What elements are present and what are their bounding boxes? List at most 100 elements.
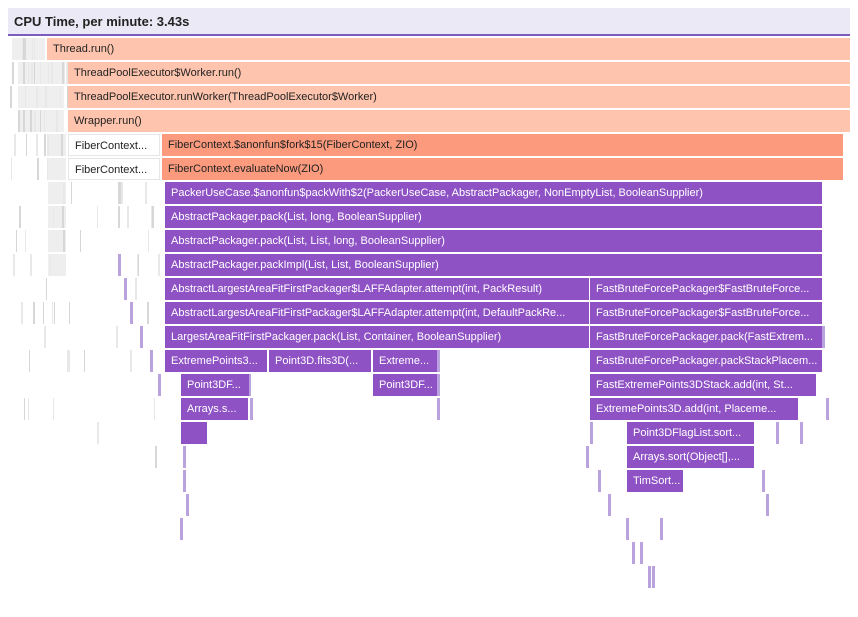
- flame-sliver[interactable]: [37, 158, 39, 180]
- stack-frame[interactable]: Thread.run(): [47, 38, 850, 60]
- flame-sliver[interactable]: [147, 302, 149, 324]
- stack-frame[interactable]: ExtremePoints3D.add(int, Placeme...: [590, 398, 798, 420]
- flame-sliver[interactable]: [18, 86, 64, 108]
- flame-sliver[interactable]: [36, 134, 38, 156]
- flame-sliver[interactable]: [158, 254, 160, 276]
- flame-sliver[interactable]: [155, 446, 157, 468]
- flame-sliver[interactable]: [116, 326, 118, 348]
- flame-sliver[interactable]: [46, 278, 47, 300]
- flame-sliver[interactable]: [12, 38, 45, 60]
- flame-sliver[interactable]: [437, 398, 440, 420]
- flame-sliver[interactable]: [130, 350, 132, 372]
- flame-sliver[interactable]: [48, 230, 66, 252]
- flame-sliver[interactable]: [248, 374, 251, 396]
- flame-sliver[interactable]: [44, 134, 46, 156]
- flame-sliver[interactable]: [25, 230, 26, 252]
- flame-sliver[interactable]: [48, 182, 66, 204]
- flame-sliver[interactable]: [16, 230, 17, 252]
- stack-frame[interactable]: ThreadPoolExecutor$Worker.run(): [68, 62, 850, 84]
- flame-sliver[interactable]: [67, 350, 69, 372]
- flame-sliver[interactable]: [34, 62, 35, 84]
- stack-frame[interactable]: ExtremePoints3...: [165, 350, 267, 372]
- flame-sliver[interactable]: [84, 350, 85, 372]
- flame-sliver[interactable]: [31, 62, 33, 84]
- flame-sliver[interactable]: [32, 38, 33, 60]
- flame-sliver[interactable]: [776, 422, 779, 444]
- flame-sliver[interactable]: [44, 326, 46, 348]
- flame-sliver[interactable]: [18, 110, 20, 132]
- flame-sliver[interactable]: [145, 182, 147, 204]
- stack-frame[interactable]: FastBruteForcePackager.pack(FastExtrem..…: [590, 326, 822, 348]
- stack-frame[interactable]: AbstractLargestAreaFitFirstPackager$LAFF…: [165, 302, 589, 324]
- flame-sliver[interactable]: [119, 182, 121, 204]
- flame-sliver[interactable]: [598, 470, 601, 492]
- flame-sliver[interactable]: [40, 110, 41, 132]
- flame-sliver[interactable]: [80, 230, 81, 252]
- flame-sliver[interactable]: [63, 62, 65, 84]
- stack-frame[interactable]: Point3DFlagList.sort...: [627, 422, 754, 444]
- flame-sliver[interactable]: [71, 182, 72, 204]
- flame-sliver[interactable]: [63, 230, 65, 252]
- flame-sliver[interactable]: [151, 206, 152, 228]
- flame-sliver[interactable]: [48, 158, 66, 180]
- flame-sliver[interactable]: [45, 86, 47, 108]
- flame-sliver[interactable]: [13, 254, 15, 276]
- flame-sliver[interactable]: [69, 302, 70, 324]
- flame-sliver[interactable]: [48, 206, 66, 228]
- flame-sliver[interactable]: [60, 86, 61, 108]
- stack-frame[interactable]: AbstractPackager.packImpl(List, List, Bo…: [165, 254, 822, 276]
- flame-sliver[interactable]: [29, 350, 30, 372]
- flame-sliver[interactable]: [12, 62, 14, 84]
- flame-sliver[interactable]: [158, 374, 161, 396]
- flame-sliver[interactable]: [124, 278, 127, 300]
- flame-sliver[interactable]: [23, 62, 25, 84]
- flame-sliver[interactable]: [800, 422, 803, 444]
- stack-frame[interactable]: Point3DF...: [373, 374, 437, 396]
- flame-sliver[interactable]: [121, 182, 123, 204]
- flame-sliver[interactable]: [822, 326, 825, 348]
- flame-sliver[interactable]: [97, 422, 99, 444]
- flame-sliver[interactable]: [118, 254, 121, 276]
- flame-sliver[interactable]: [48, 254, 66, 276]
- flame-sliver[interactable]: [14, 134, 16, 156]
- flame-sliver[interactable]: [586, 446, 589, 468]
- flame-sliver[interactable]: [47, 158, 48, 180]
- flame-sliver[interactable]: [30, 254, 32, 276]
- flame-sliver[interactable]: [54, 302, 55, 324]
- flame-sliver[interactable]: [53, 206, 54, 228]
- flame-sliver[interactable]: [180, 518, 183, 540]
- flame-sliver[interactable]: [626, 518, 629, 540]
- flame-sliver[interactable]: [130, 302, 133, 324]
- flame-sliver[interactable]: [766, 494, 769, 516]
- flame-sliver[interactable]: [68, 350, 70, 372]
- flame-sliver[interactable]: [152, 206, 154, 228]
- flame-sliver[interactable]: [183, 470, 186, 492]
- flame-sliver[interactable]: [11, 158, 12, 180]
- flame-sliver[interactable]: [118, 182, 119, 204]
- flame-sliver[interactable]: [23, 110, 25, 132]
- flame-sliver[interactable]: [826, 398, 829, 420]
- flame-sliver[interactable]: [67, 62, 68, 84]
- stack-frame[interactable]: FiberContext.$anonfun$fork$15(FiberConte…: [162, 134, 843, 156]
- flame-sliver[interactable]: [437, 374, 440, 396]
- stack-frame[interactable]: FastBruteForcePackager.packStackPlacem..…: [590, 350, 822, 372]
- stack-frame[interactable]: Wrapper.run(): [68, 110, 850, 132]
- flame-sliver[interactable]: [21, 302, 23, 324]
- flame-sliver[interactable]: [48, 62, 49, 84]
- flame-sliver[interactable]: [640, 542, 643, 564]
- flame-sliver[interactable]: [53, 398, 54, 420]
- flame-sliver[interactable]: [135, 278, 137, 300]
- flame-sliver[interactable]: [52, 302, 53, 324]
- flame-sliver[interactable]: [762, 470, 765, 492]
- stack-frame[interactable]: LargestAreaFitFirstPackager.pack(List, C…: [165, 326, 589, 348]
- stack-frame[interactable]: FiberContext...: [68, 134, 160, 156]
- stack-frame[interactable]: AbstractPackager.pack(List, List, long, …: [165, 230, 822, 252]
- flame-sliver[interactable]: [44, 110, 45, 132]
- flame-sliver[interactable]: [48, 134, 66, 156]
- flame-sliver[interactable]: [62, 206, 64, 228]
- flame-sliver[interactable]: [30, 110, 32, 132]
- flame-sliver[interactable]: [118, 206, 120, 228]
- flame-sliver[interactable]: [97, 206, 98, 228]
- stack-frame[interactable]: FastBruteForcePackager$FastBruteForce...: [590, 302, 822, 324]
- flame-sliver[interactable]: [25, 86, 26, 108]
